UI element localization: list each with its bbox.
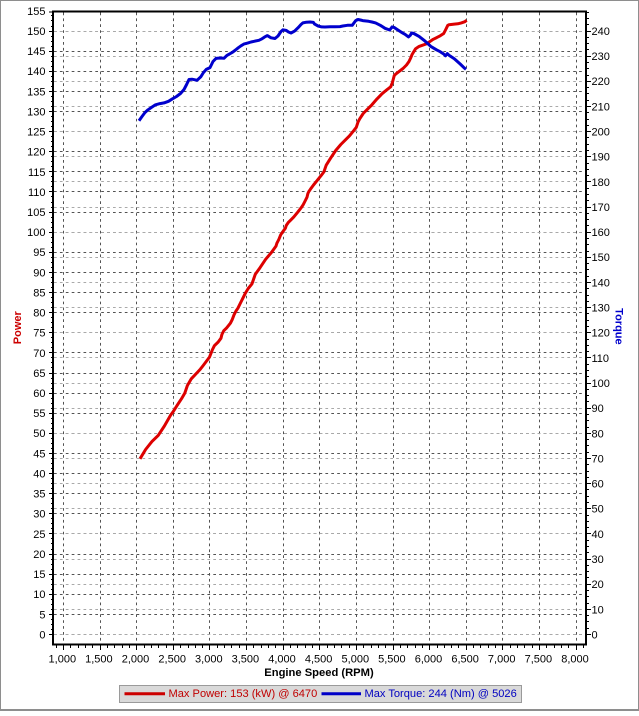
svg-text:60: 60	[592, 479, 604, 491]
svg-text:100: 100	[27, 227, 45, 239]
svg-text:230: 230	[592, 51, 610, 63]
svg-text:70: 70	[592, 453, 604, 465]
svg-text:50: 50	[33, 428, 45, 440]
svg-text:85: 85	[33, 287, 45, 299]
svg-text:170: 170	[592, 202, 610, 214]
svg-text:20: 20	[592, 579, 604, 591]
svg-text:4,500: 4,500	[305, 654, 333, 666]
svg-text:120: 120	[592, 328, 610, 340]
svg-text:8,000: 8,000	[561, 654, 589, 666]
svg-text:65: 65	[33, 368, 45, 380]
svg-text:75: 75	[33, 328, 45, 340]
svg-text:200: 200	[592, 127, 610, 139]
svg-text:0: 0	[592, 629, 598, 641]
svg-text:140: 140	[592, 277, 610, 289]
svg-text:5,500: 5,500	[378, 654, 406, 666]
svg-text:110: 110	[592, 353, 610, 365]
svg-text:60: 60	[33, 388, 45, 400]
svg-text:2,500: 2,500	[158, 654, 186, 666]
svg-text:10: 10	[33, 589, 45, 601]
svg-text:145: 145	[27, 46, 45, 58]
svg-text:80: 80	[592, 428, 604, 440]
svg-text:95: 95	[33, 247, 45, 259]
svg-text:4,000: 4,000	[268, 654, 296, 666]
svg-text:110: 110	[28, 187, 46, 199]
svg-text:150: 150	[27, 26, 45, 38]
svg-text:Torque: Torque	[613, 308, 625, 344]
svg-text:Engine Speed (RPM): Engine Speed (RPM)	[264, 667, 374, 679]
svg-text:40: 40	[33, 469, 45, 481]
svg-text:3,500: 3,500	[232, 654, 260, 666]
svg-text:150: 150	[592, 252, 610, 264]
svg-text:6,500: 6,500	[451, 654, 479, 666]
svg-text:3,000: 3,000	[195, 654, 223, 666]
svg-text:210: 210	[592, 101, 610, 113]
svg-text:80: 80	[33, 308, 45, 320]
svg-text:90: 90	[33, 267, 45, 279]
svg-text:1,000: 1,000	[49, 654, 77, 666]
svg-text:2,000: 2,000	[122, 654, 150, 666]
svg-text:240: 240	[592, 26, 610, 38]
svg-text:105: 105	[27, 207, 45, 219]
svg-text:1,500: 1,500	[85, 654, 113, 666]
svg-text:40: 40	[592, 529, 604, 541]
svg-text:35: 35	[33, 489, 45, 501]
svg-text:6,000: 6,000	[415, 654, 443, 666]
svg-text:30: 30	[592, 554, 604, 566]
svg-text:155: 155	[27, 6, 45, 18]
svg-text:7,500: 7,500	[525, 654, 553, 666]
svg-text:Max Torque: 244 (Nm) @ 5026: Max Torque: 244 (Nm) @ 5026	[365, 688, 517, 700]
svg-text:Power: Power	[12, 310, 24, 344]
svg-text:25: 25	[33, 529, 45, 541]
svg-text:125: 125	[27, 127, 45, 139]
svg-text:220: 220	[592, 76, 610, 88]
svg-text:130: 130	[592, 303, 610, 315]
svg-text:180: 180	[592, 177, 610, 189]
svg-text:190: 190	[592, 152, 610, 164]
svg-text:7,000: 7,000	[488, 654, 516, 666]
svg-text:10: 10	[592, 604, 604, 616]
svg-text:90: 90	[592, 403, 604, 415]
svg-text:30: 30	[33, 509, 45, 521]
svg-text:50: 50	[592, 504, 604, 516]
svg-text:160: 160	[592, 227, 610, 239]
svg-text:70: 70	[33, 348, 45, 360]
svg-text:Max Power: 153 (kW) @ 6470: Max Power: 153 (kW) @ 6470	[169, 688, 318, 700]
svg-text:20: 20	[33, 549, 45, 561]
svg-text:130: 130	[27, 106, 45, 118]
svg-text:100: 100	[592, 378, 610, 390]
svg-text:15: 15	[33, 569, 45, 581]
svg-text:55: 55	[33, 408, 45, 420]
svg-text:115: 115	[28, 167, 46, 179]
svg-text:5: 5	[39, 609, 45, 621]
svg-text:135: 135	[27, 86, 45, 98]
svg-text:120: 120	[27, 147, 45, 159]
svg-text:5,000: 5,000	[342, 654, 370, 666]
svg-text:0: 0	[39, 629, 45, 641]
svg-text:140: 140	[27, 66, 45, 78]
svg-text:45: 45	[33, 448, 45, 460]
